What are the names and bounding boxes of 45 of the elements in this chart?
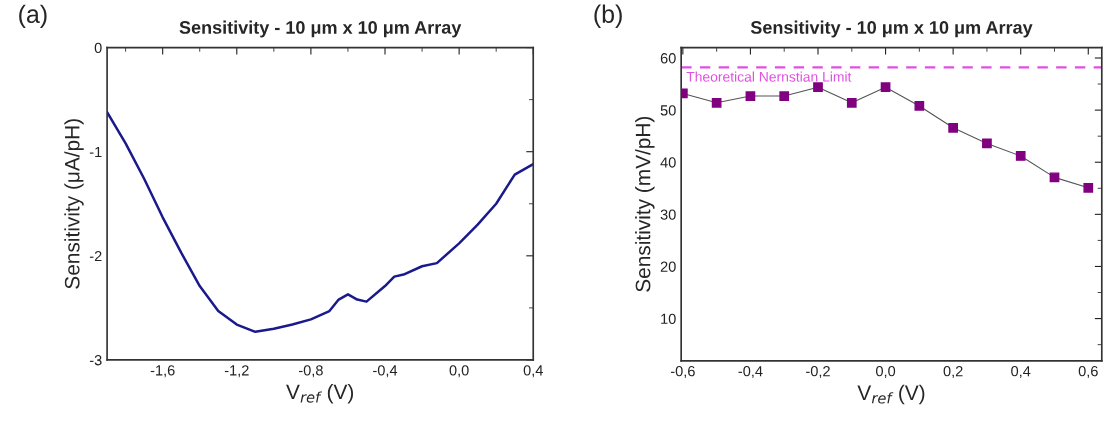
x-axis-title: V$_{ref}$ (V) bbox=[857, 384, 925, 405]
y-tick-label: -2 bbox=[89, 250, 102, 262]
x-tick-label: -0,6 bbox=[670, 366, 695, 379]
text: (b) bbox=[594, 4, 622, 28]
x-tick-label: 0,6 bbox=[1078, 366, 1098, 379]
point bbox=[948, 122, 958, 133]
x-tick-label: 0,4 bbox=[1011, 366, 1031, 379]
chart-title: Sensitivity - 10 μm x 10 μm Array bbox=[179, 20, 462, 38]
x-tick-label: -1,6 bbox=[150, 365, 175, 378]
point bbox=[745, 91, 756, 101]
x-tick-label: 0,2 bbox=[943, 366, 963, 379]
point bbox=[914, 101, 925, 111]
x-tick-label: 0,0 bbox=[876, 366, 896, 379]
x-tick-label: -0,4 bbox=[373, 365, 398, 378]
x-tick-label: 0,0 bbox=[449, 365, 469, 378]
line-series bbox=[107, 110, 534, 334]
x-tick-label: -0,4 bbox=[738, 366, 763, 379]
y-tick-label: 0 bbox=[94, 42, 102, 53]
y-tick-label: 50 bbox=[660, 105, 676, 116]
x-axis-title: V$_{ref}$ (V) bbox=[286, 383, 354, 404]
point bbox=[880, 82, 891, 93]
y-tick-label: 60 bbox=[660, 53, 676, 64]
x-tick-label: -0,2 bbox=[806, 366, 830, 379]
text: (a) bbox=[19, 4, 47, 28]
y-axis-title: Sensitivity (mV/pH) bbox=[635, 116, 655, 292]
point bbox=[813, 82, 823, 93]
point bbox=[846, 97, 857, 108]
x-tick-label: -0,8 bbox=[298, 365, 323, 378]
x-tick-label: -1,2 bbox=[224, 365, 249, 378]
point bbox=[1049, 172, 1060, 183]
point bbox=[1015, 151, 1026, 161]
x-tick-label: 0,4 bbox=[523, 365, 543, 378]
ref-line-label: Theoretical Nernstian Limit bbox=[686, 71, 852, 82]
point bbox=[779, 91, 790, 101]
y-tick-label: 40 bbox=[660, 157, 676, 168]
y-tick-label: 10 bbox=[661, 313, 676, 325]
y-tick-label: 30 bbox=[660, 209, 676, 220]
chart-title: Sensitivity - 10 μm x 10 μm Array bbox=[750, 20, 1033, 38]
y-tick-label: -3 bbox=[89, 355, 102, 366]
point bbox=[1083, 182, 1094, 193]
y-tick-label: 20 bbox=[660, 261, 676, 272]
y-tick-label: -1 bbox=[89, 146, 102, 157]
y-axis-title: Sensitivity (μA/pH) bbox=[64, 119, 84, 289]
point bbox=[982, 138, 992, 149]
point bbox=[711, 97, 722, 108]
